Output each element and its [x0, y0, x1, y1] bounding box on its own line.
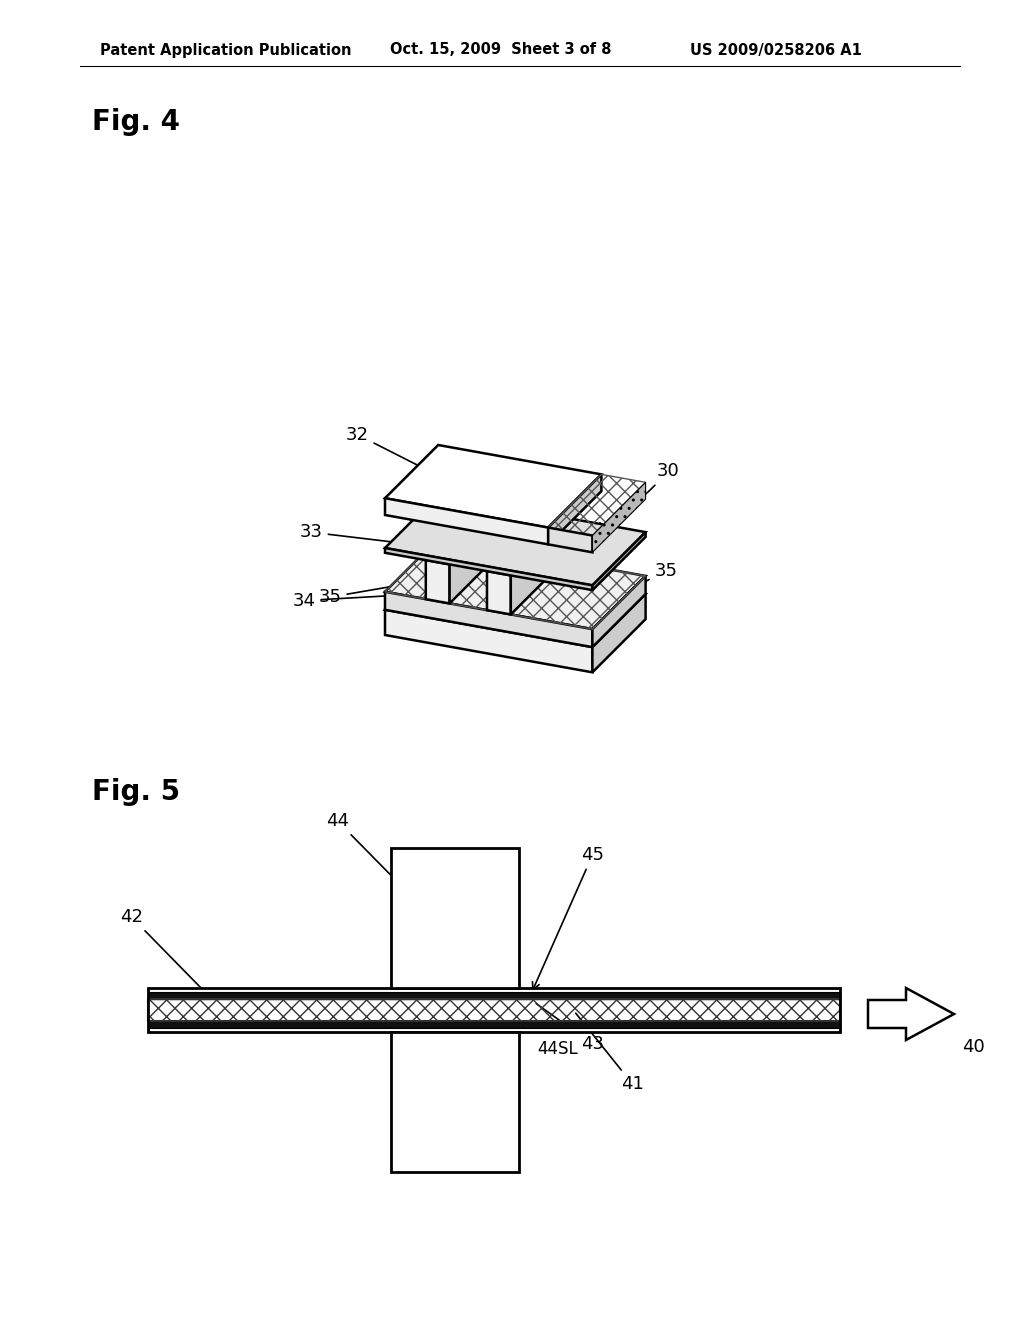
Polygon shape: [385, 591, 593, 647]
Text: 31: 31: [478, 566, 501, 585]
Bar: [148, 999, 840, 1020]
Bar: [148, 1020, 840, 1028]
Text: 34: 34: [293, 591, 390, 610]
Polygon shape: [548, 528, 593, 552]
Polygon shape: [385, 548, 593, 590]
Polygon shape: [385, 539, 645, 630]
Text: Fig. 5: Fig. 5: [92, 777, 180, 807]
Polygon shape: [450, 511, 503, 603]
Text: 44: 44: [326, 812, 431, 916]
Bar: [148, 993, 840, 999]
Text: 32: 32: [346, 425, 463, 488]
Polygon shape: [593, 482, 645, 552]
Polygon shape: [385, 498, 548, 544]
Text: 35: 35: [602, 562, 677, 603]
Polygon shape: [487, 572, 511, 614]
Polygon shape: [385, 445, 601, 528]
Text: 44SL: 44SL: [537, 1040, 578, 1059]
Polygon shape: [385, 557, 645, 647]
Bar: [391, 1032, 519, 1172]
Bar: [148, 1028, 840, 1032]
Polygon shape: [487, 517, 564, 576]
Text: Fig. 4: Fig. 4: [92, 108, 180, 136]
Text: Patent Application Publication: Patent Application Publication: [100, 42, 351, 58]
Text: 33: 33: [300, 523, 392, 543]
Polygon shape: [593, 532, 645, 590]
Polygon shape: [385, 495, 645, 585]
Text: 43: 43: [537, 1003, 604, 1053]
Text: 32: 32: [573, 583, 597, 602]
Text: 30: 30: [595, 462, 679, 529]
Polygon shape: [868, 987, 954, 1040]
Polygon shape: [593, 576, 645, 647]
Text: US 2009/0258206 A1: US 2009/0258206 A1: [690, 42, 862, 58]
Bar: [148, 987, 840, 1032]
Text: 33a: 33a: [422, 549, 454, 568]
Text: 45: 45: [532, 846, 604, 990]
Text: 35: 35: [318, 581, 426, 606]
Polygon shape: [385, 610, 593, 672]
Polygon shape: [548, 474, 601, 544]
Text: 42: 42: [120, 908, 201, 987]
Polygon shape: [593, 594, 645, 672]
Text: 41: 41: [575, 1014, 644, 1093]
Text: Oct. 15, 2009  Sheet 3 of 8: Oct. 15, 2009 Sheet 3 of 8: [390, 42, 611, 58]
Polygon shape: [426, 507, 503, 565]
Text: 40: 40: [962, 1038, 985, 1056]
Polygon shape: [426, 560, 450, 603]
Bar: [391, 847, 519, 987]
Polygon shape: [511, 523, 564, 614]
Bar: [148, 987, 840, 993]
